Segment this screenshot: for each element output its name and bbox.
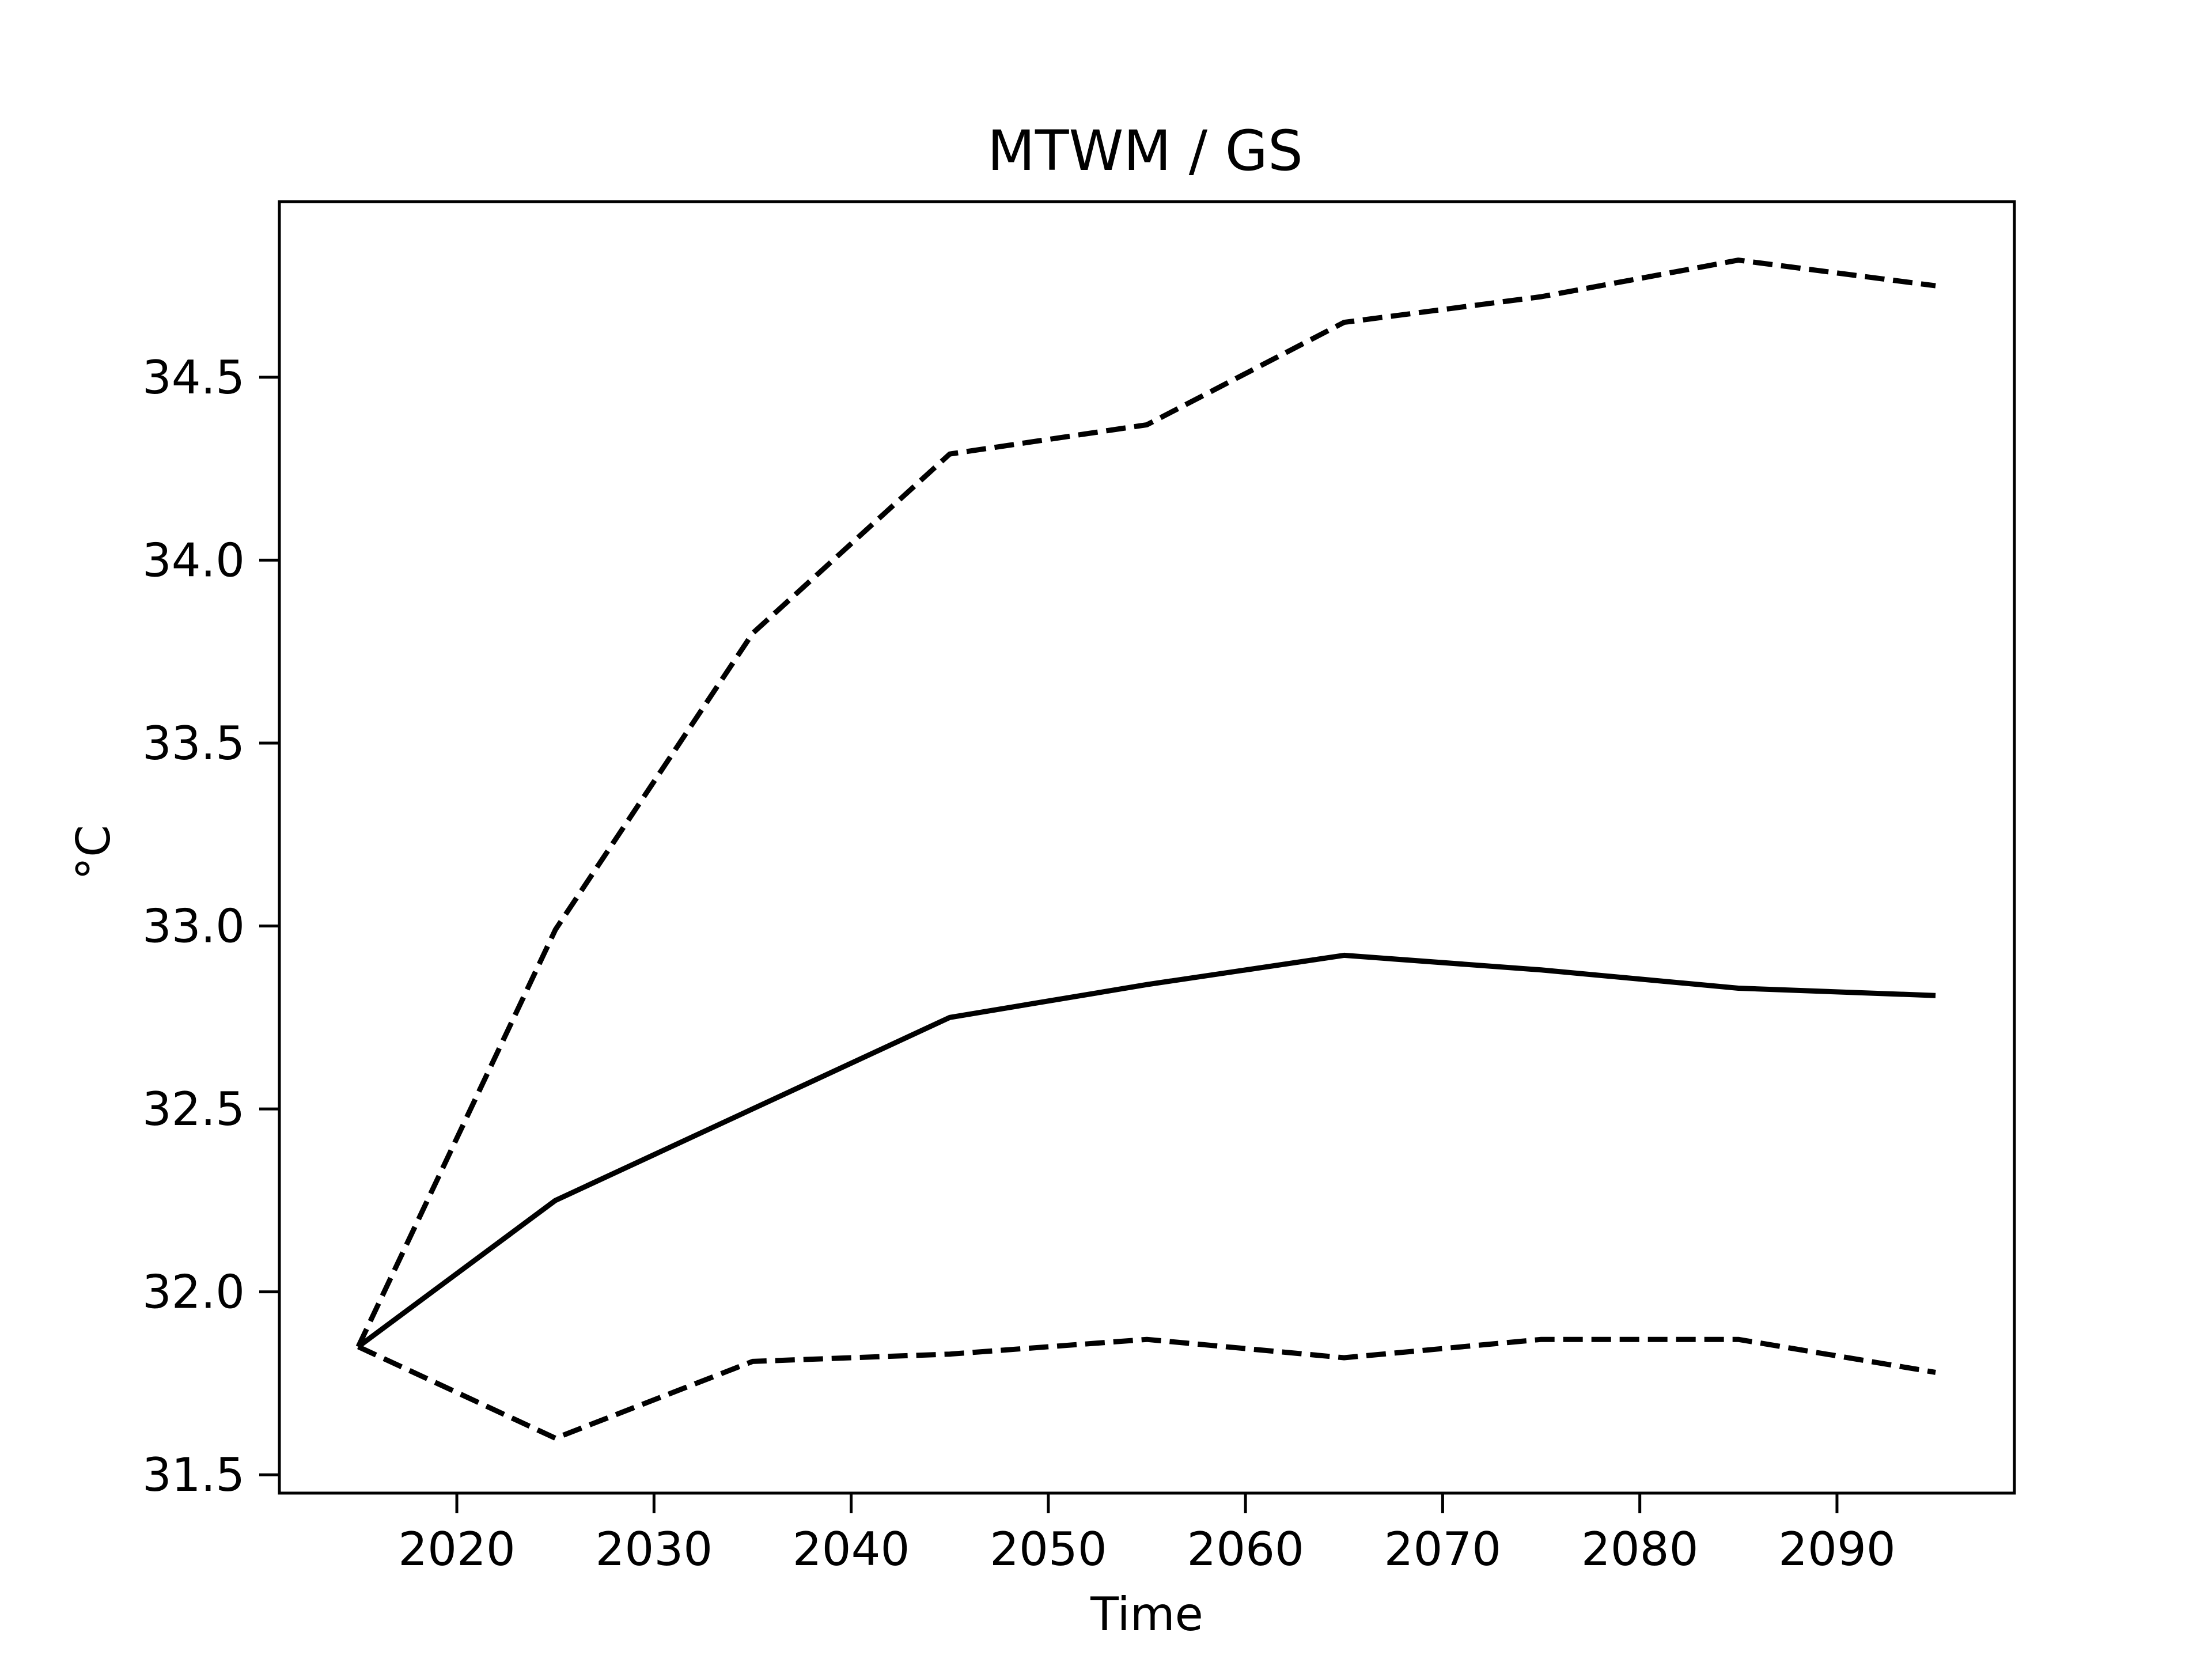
y-tick-label: 31.5: [142, 1448, 245, 1502]
y-tick-label: 33.0: [142, 900, 245, 953]
x-tick-label: 2040: [793, 1522, 910, 1576]
series-layer: [355, 257, 1936, 1441]
y-tick-label: 34.0: [142, 533, 245, 587]
x-axis-label: Time: [1090, 1588, 1203, 1641]
x-tick-label: 2070: [1384, 1522, 1502, 1576]
y-tick-label: 34.5: [142, 351, 245, 404]
x-tick-label: 2030: [596, 1522, 713, 1576]
y-tick-label: 32.0: [142, 1266, 245, 1319]
chart-title: MTWM / GS: [987, 119, 1303, 183]
x-tick-label: 2050: [990, 1522, 1107, 1576]
x-tick-label: 2060: [1187, 1522, 1304, 1576]
x-axis: 2020 2030 2040 2050 2060 2070 2080 2090: [398, 1493, 1896, 1576]
x-tick-label: 2020: [398, 1522, 516, 1576]
y-tick-label: 33.5: [142, 717, 245, 770]
y-tick-label: 32.5: [142, 1082, 245, 1136]
y-axis: 31.5 32.0 32.5 33.0 33.5 34.0 34.5: [142, 351, 279, 1502]
upper-bound-line: [355, 257, 1936, 1348]
median-line: [357, 952, 1936, 1349]
x-tick-label: 2090: [1778, 1522, 1896, 1576]
lower-bound-line: [357, 1336, 1936, 1441]
plot-area-frame: [278, 200, 2016, 1495]
x-tick-label: 2080: [1581, 1522, 1699, 1576]
y-axis-label: °C: [67, 825, 120, 880]
